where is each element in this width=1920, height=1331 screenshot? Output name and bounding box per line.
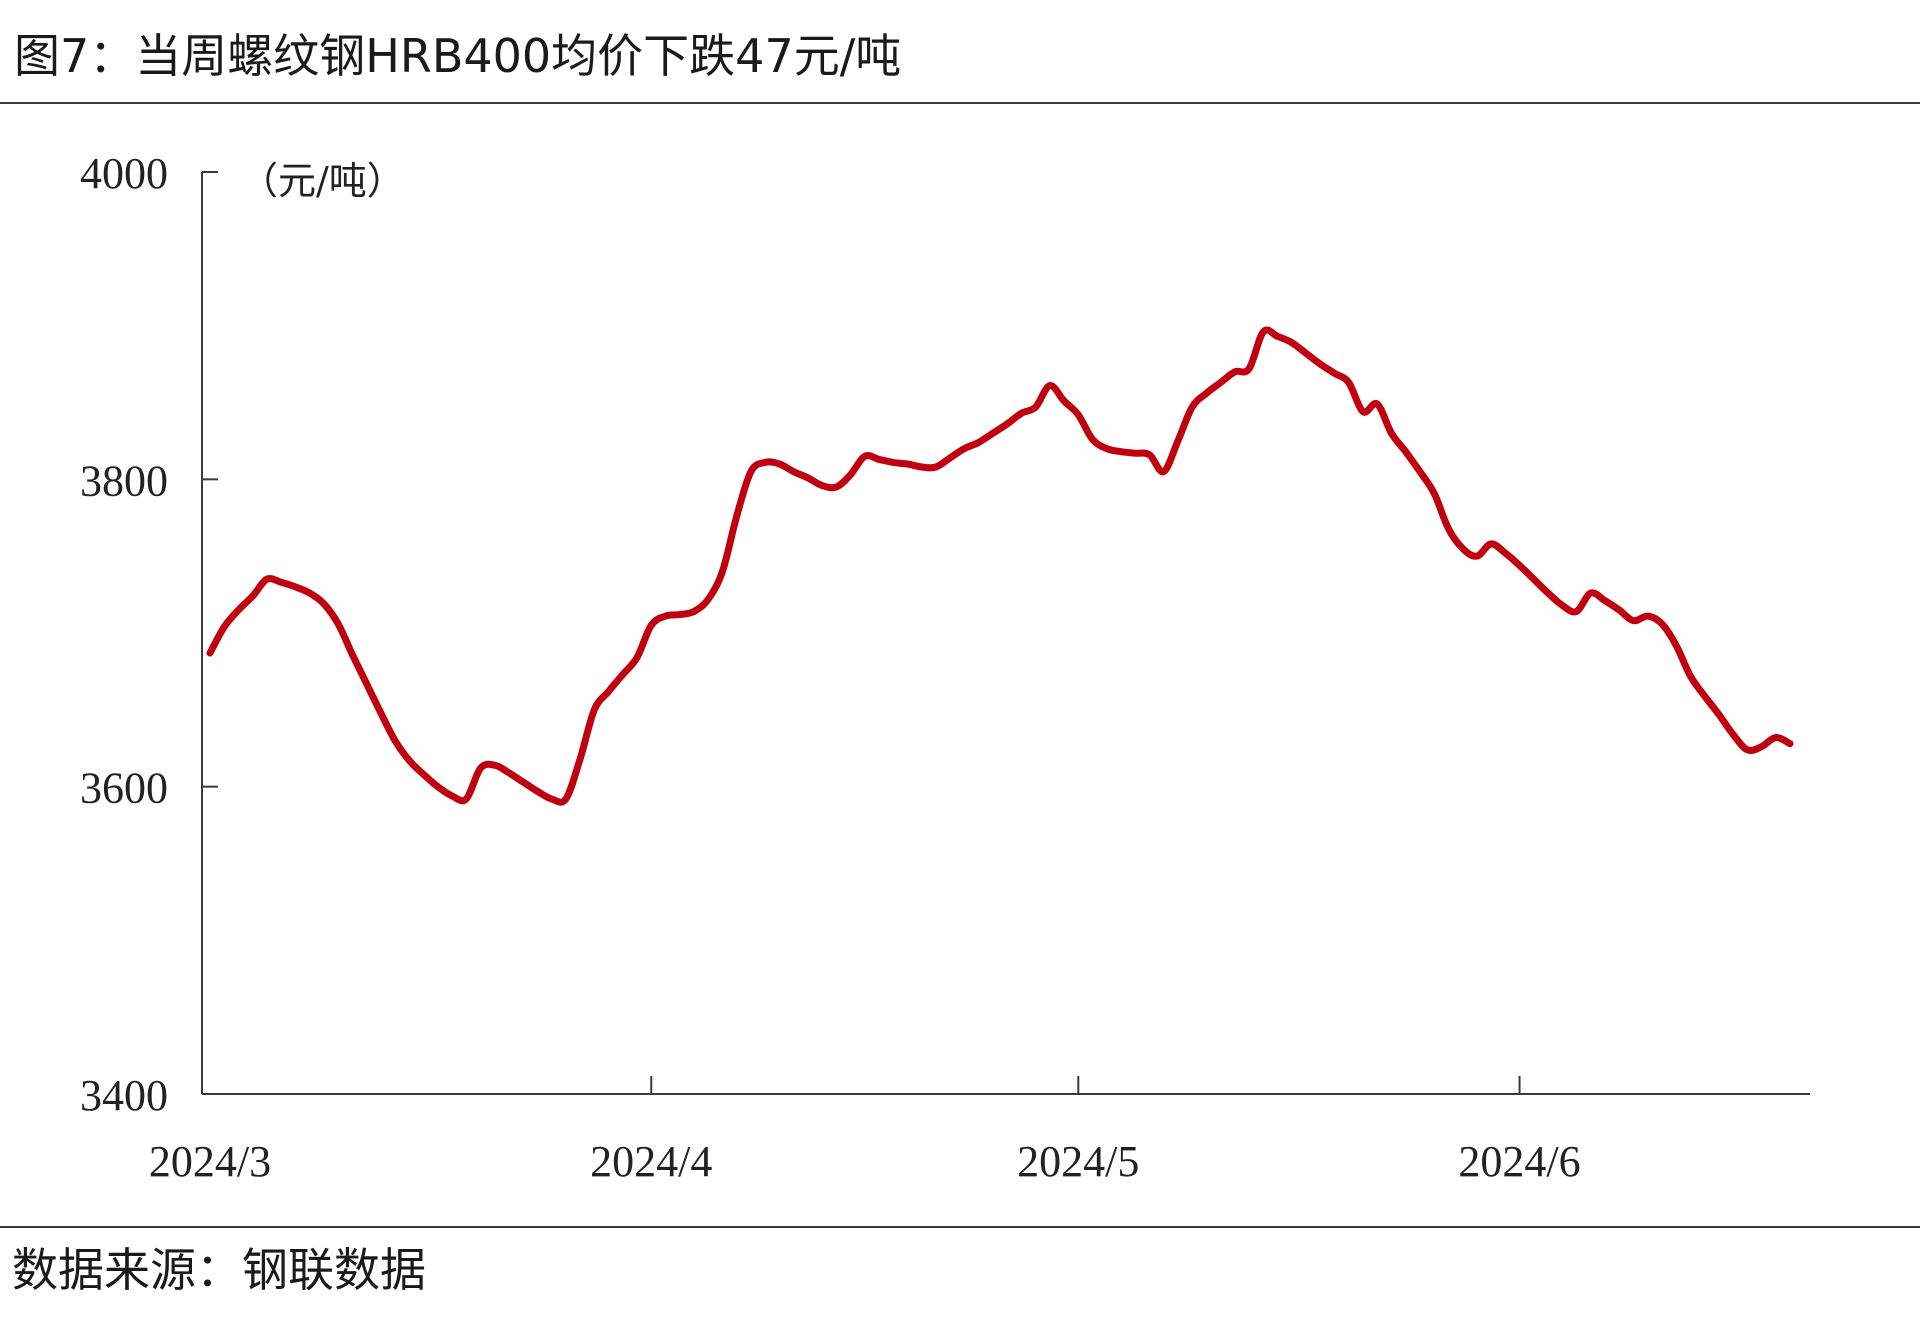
top-divider [0,102,1920,104]
y-tick-labels: 3400 3600 3800 4000 [80,149,168,1120]
y-tick-label: 3800 [80,456,168,505]
x-tick-label: 2024/5 [1017,1137,1139,1186]
chart-title: 图7：当周螺纹钢HRB400均价下跌47元/吨 [14,29,902,83]
series-group [206,326,1794,806]
y-tick-label: 4000 [80,149,168,198]
y-axis-unit-label: （元/吨） [240,159,405,203]
series-line [206,326,1794,806]
y-tick-label: 3400 [80,1071,168,1120]
bottom-divider [0,1226,1920,1228]
x-tick-label: 2024/3 [149,1137,271,1186]
x-tick-label: 2024/4 [590,1137,712,1186]
x-tick-labels: 2024/3 2024/4 2024/5 2024/6 [149,1137,1581,1186]
y-tick-label: 3600 [80,764,168,813]
chart-axes [201,171,1810,1095]
data-source-note: 数据来源：钢联数据 [12,1243,426,1297]
x-tick-label: 2024/6 [1458,1137,1580,1186]
